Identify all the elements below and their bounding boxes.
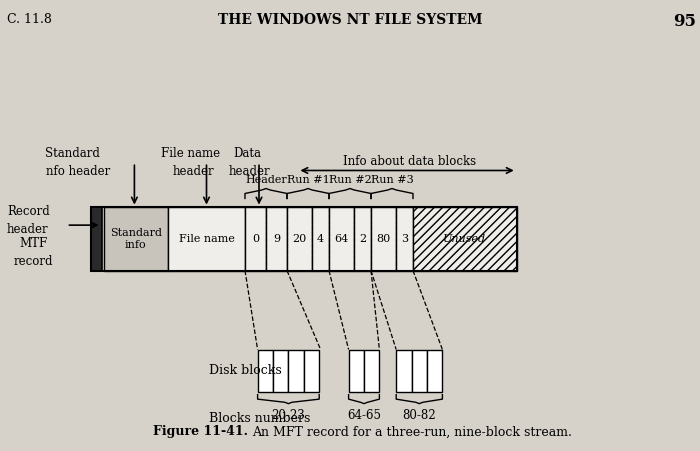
Text: File name: File name xyxy=(178,234,234,244)
Text: Record: Record xyxy=(7,205,50,218)
Text: Unused: Unused xyxy=(443,234,486,244)
Bar xyxy=(396,207,413,271)
Text: MTF: MTF xyxy=(20,237,48,250)
Text: 4: 4 xyxy=(317,234,324,244)
Bar xyxy=(354,207,371,271)
Text: Disk blocks: Disk blocks xyxy=(209,364,281,377)
Text: record: record xyxy=(14,255,53,268)
Text: Standard: Standard xyxy=(46,147,100,160)
Text: An MFT record for a three-run, nine-block stream.: An MFT record for a three-run, nine-bloc… xyxy=(252,425,572,438)
Text: 2: 2 xyxy=(359,234,366,244)
Text: Info about data blocks: Info about data blocks xyxy=(343,155,476,168)
Bar xyxy=(371,207,396,271)
Text: Run #3: Run #3 xyxy=(370,175,414,185)
Text: File name: File name xyxy=(161,147,220,160)
Text: Figure 11-41.: Figure 11-41. xyxy=(153,425,248,438)
Text: Run #1: Run #1 xyxy=(286,175,330,185)
Text: C. 11.8: C. 11.8 xyxy=(7,13,52,26)
Text: 3: 3 xyxy=(401,234,408,244)
Bar xyxy=(91,207,101,271)
Text: 9: 9 xyxy=(273,234,280,244)
Text: 80-82: 80-82 xyxy=(402,409,436,422)
Text: Run #2: Run #2 xyxy=(328,175,372,185)
Text: Blocks numbers: Blocks numbers xyxy=(209,412,310,425)
Bar xyxy=(91,207,517,271)
Text: header: header xyxy=(173,165,214,178)
Text: Data: Data xyxy=(234,147,262,160)
Bar xyxy=(168,207,245,271)
Bar xyxy=(266,207,287,271)
Text: nfo header: nfo header xyxy=(46,165,110,178)
Text: Header: Header xyxy=(245,175,287,185)
Text: 20-23: 20-23 xyxy=(272,409,305,422)
Text: 64: 64 xyxy=(335,234,349,244)
Bar xyxy=(364,350,379,392)
Bar xyxy=(413,207,517,271)
Text: Standard
info: Standard info xyxy=(110,228,162,250)
Bar xyxy=(349,350,364,392)
Bar xyxy=(396,350,412,392)
Bar xyxy=(304,350,319,392)
Text: header: header xyxy=(229,165,270,178)
Bar xyxy=(427,350,442,392)
Text: header: header xyxy=(7,223,48,236)
Bar xyxy=(104,207,168,271)
Bar xyxy=(412,350,427,392)
Bar xyxy=(258,350,273,392)
Text: 20: 20 xyxy=(293,234,307,244)
Bar xyxy=(287,207,312,271)
Bar xyxy=(288,350,304,392)
Text: 80: 80 xyxy=(377,234,391,244)
Bar xyxy=(329,207,354,271)
Bar xyxy=(245,207,266,271)
Text: THE WINDOWS NT FILE SYSTEM: THE WINDOWS NT FILE SYSTEM xyxy=(218,13,482,27)
Text: 0: 0 xyxy=(252,234,259,244)
Text: 95: 95 xyxy=(673,13,696,30)
Bar xyxy=(273,350,288,392)
Text: 64-65: 64-65 xyxy=(347,409,381,422)
Bar xyxy=(312,207,329,271)
